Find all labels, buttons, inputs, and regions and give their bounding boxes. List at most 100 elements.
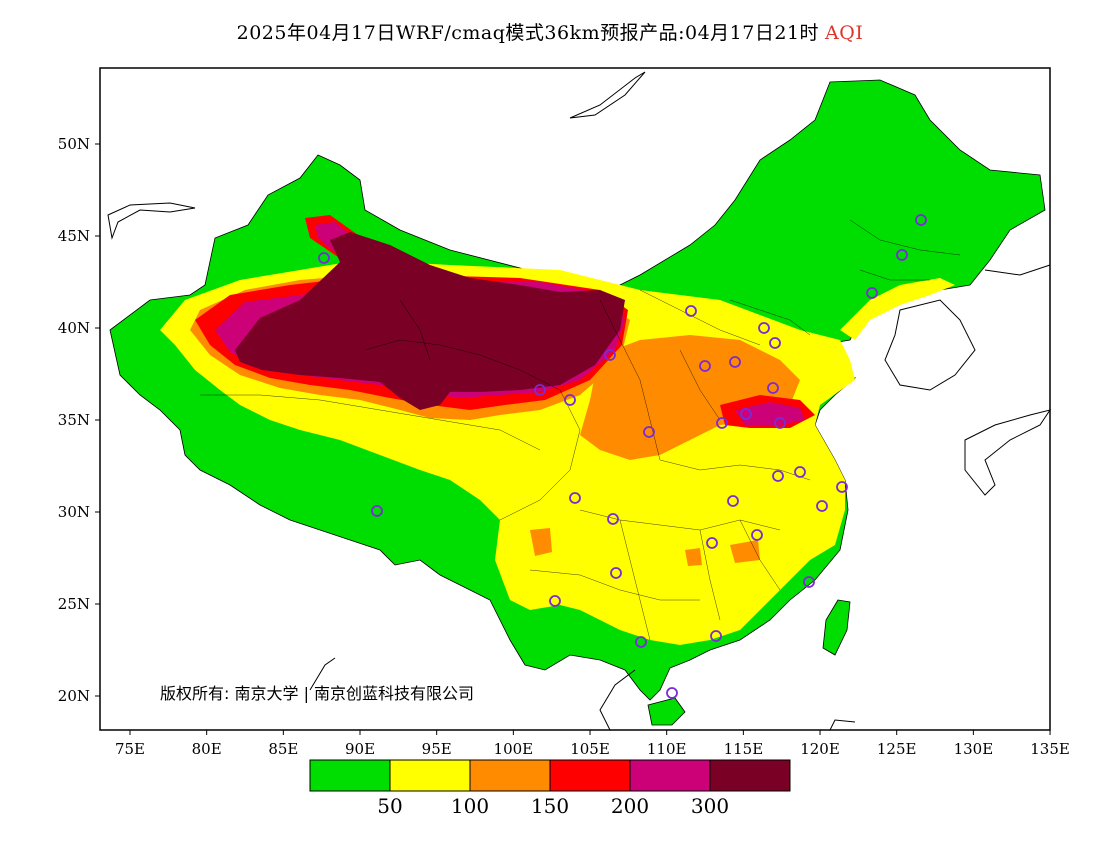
- station-marker: [549, 595, 561, 607]
- province-border: [200, 394, 541, 451]
- legend-swatch: [469, 759, 551, 792]
- province-border: [529, 569, 700, 601]
- station-marker: [772, 470, 784, 482]
- lat-tick-label: 50N: [58, 135, 90, 153]
- map-title: 2025年04月17日WRF/cmaq模式36km预报产品:04月17日21时 A…: [0, 18, 1100, 45]
- station-marker: [774, 417, 786, 429]
- aqi-legend: 50 100 150 200 300: [309, 759, 791, 818]
- lon-tick-label: 125E: [877, 740, 917, 758]
- coastline: [107, 202, 196, 240]
- station-marker: [643, 426, 655, 438]
- station-marker: [716, 417, 728, 429]
- lon-tick-label: 110E: [647, 740, 687, 758]
- station-marker: [915, 214, 927, 226]
- station-marker: [758, 322, 770, 334]
- lat-tick-label: 30N: [58, 503, 90, 521]
- station-marker: [666, 687, 678, 699]
- legend-swatch: [389, 759, 471, 792]
- coastline: [964, 409, 1052, 496]
- lon-tick-label: 105E: [570, 740, 610, 758]
- station-marker: [604, 349, 616, 361]
- legend-label: 300: [691, 794, 729, 818]
- copyright-text: 版权所有: 南京大学 | 南京创蓝科技有限公司: [160, 684, 475, 703]
- station-marker: [729, 356, 741, 368]
- province-border: [739, 519, 781, 591]
- legend-swatch: [629, 759, 711, 792]
- station-marker: [564, 394, 576, 406]
- legend-label: 100: [451, 794, 489, 818]
- coastline: [569, 71, 646, 119]
- station-marker: [740, 408, 752, 420]
- aqi-zone-very-unhealthy: [735, 402, 805, 426]
- province-border: [849, 219, 961, 256]
- lon-tick-label: 75E: [115, 740, 145, 758]
- aqi-zone-good: [647, 697, 686, 726]
- lat-tick-label: 20N: [58, 687, 90, 705]
- station-marker: [607, 513, 619, 525]
- station-marker: [836, 481, 848, 493]
- province-border: [679, 349, 721, 421]
- lon-tick-label: 90E: [345, 740, 375, 758]
- legend-swatch: [709, 759, 791, 792]
- legend-swatch: [549, 759, 631, 792]
- lat-tick-label: 45N: [58, 227, 90, 245]
- station-marker: [534, 384, 546, 396]
- coastline: [829, 719, 856, 731]
- province-border: [659, 459, 811, 481]
- coastline: [984, 264, 1051, 276]
- legend-label: 150: [531, 794, 569, 818]
- aqi-zone-good: [822, 599, 851, 656]
- province-border: [639, 289, 761, 346]
- province-border: [699, 529, 721, 621]
- province-border: [619, 519, 651, 641]
- station-marker: [866, 287, 878, 299]
- province-border: [364, 339, 561, 391]
- station-marker: [635, 636, 647, 648]
- province-border: [859, 269, 930, 281]
- lon-tick-label: 135E: [1030, 740, 1070, 758]
- station-marker: [318, 252, 330, 264]
- station-marker: [710, 630, 722, 642]
- title-variable: AQI: [825, 22, 864, 44]
- station-marker: [569, 492, 581, 504]
- province-borders: [200, 219, 961, 641]
- lon-tick-label: 120E: [800, 740, 840, 758]
- station-marker: [751, 529, 763, 541]
- coastline: [884, 299, 976, 391]
- land-layers: [109, 79, 1046, 726]
- coastline: [599, 669, 636, 731]
- station-marker: [727, 495, 739, 507]
- coastline: [309, 657, 336, 691]
- latitude-axis: 50N 45N 40N 35N 30N 25N 20N: [58, 135, 100, 705]
- lon-tick-label: 130E: [954, 740, 994, 758]
- aqi-zone-usg: [580, 335, 800, 460]
- legend-label: 200: [611, 794, 649, 818]
- aqi-zone-usg: [530, 528, 552, 556]
- station-marker: [803, 576, 815, 588]
- station-marker: [816, 500, 828, 512]
- province-border: [729, 299, 811, 336]
- legend-label: 50: [377, 794, 402, 818]
- station-marker: [794, 466, 806, 478]
- lat-tick-label: 25N: [58, 595, 90, 613]
- lon-tick-label: 80E: [192, 740, 222, 758]
- monitoring-stations: [318, 214, 927, 699]
- neighbor-coastlines: [107, 71, 1052, 731]
- legend-swatch: [309, 759, 391, 792]
- province-border: [499, 389, 581, 521]
- lon-tick-label: 115E: [724, 740, 764, 758]
- aqi-zone-usg: [730, 540, 760, 563]
- station-marker: [706, 537, 718, 549]
- longitude-axis: 75E 80E 85E 90E 95E 100E 105E 110E 115E 120E 125E 1…: [115, 730, 1070, 758]
- station-marker: [610, 567, 622, 579]
- lon-tick-label: 95E: [422, 740, 452, 758]
- station-marker: [769, 337, 781, 349]
- province-border: [399, 299, 431, 361]
- aqi-zone-usg: [685, 548, 702, 566]
- province-border: [579, 509, 781, 531]
- title-main: 2025年04月17日WRF/cmaq模式36km预报产品:04月17日21时: [236, 22, 820, 44]
- aqi-zone-hazardous: [235, 232, 625, 410]
- lat-tick-label: 35N: [58, 411, 90, 429]
- station-marker: [767, 382, 779, 394]
